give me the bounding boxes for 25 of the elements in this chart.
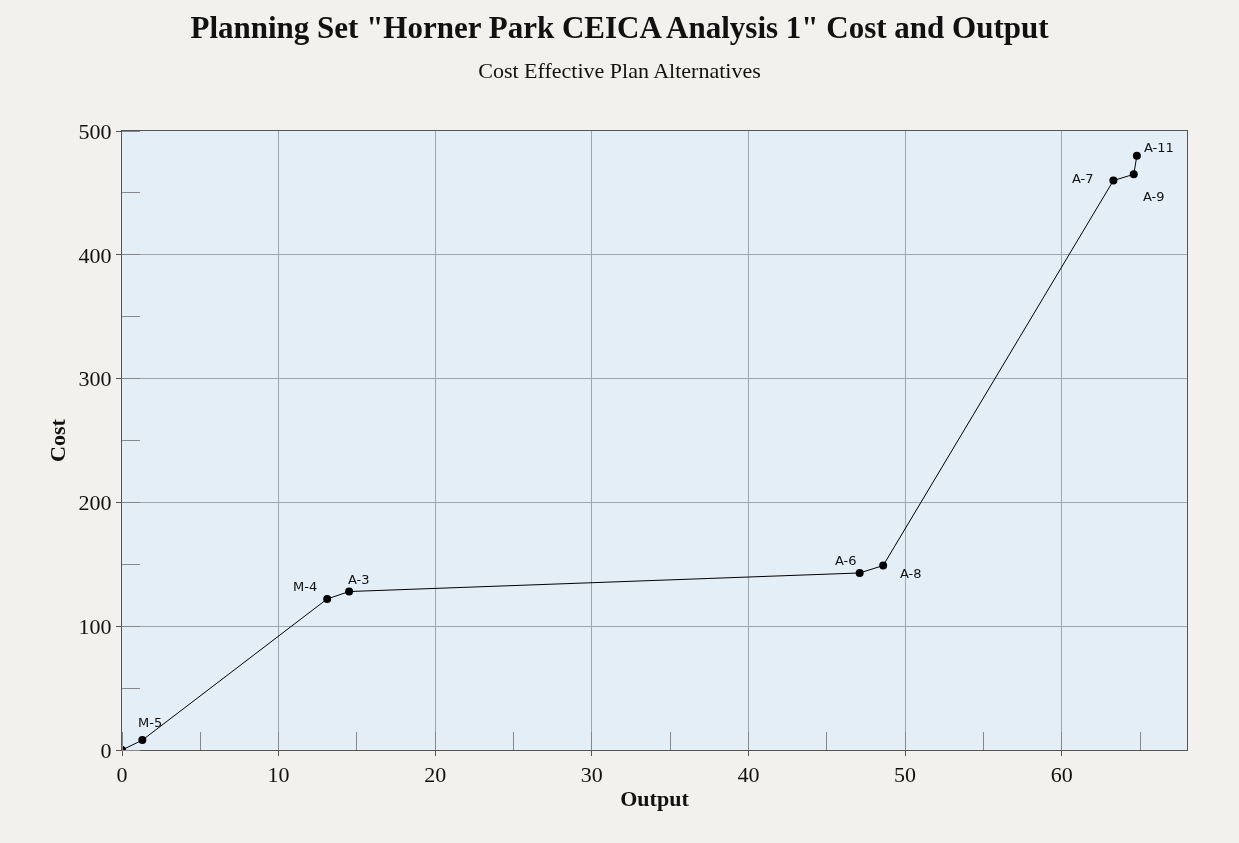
y-tick-label: 0 — [100, 737, 112, 763]
y-tick-label: 500 — [78, 118, 112, 144]
x-tick-label: 40 — [737, 762, 760, 788]
x-tick-label: 50 — [894, 762, 917, 788]
x-tick-label: 10 — [267, 762, 290, 788]
y-tick-label: 100 — [78, 613, 112, 639]
x-tick-label: 30 — [580, 762, 603, 788]
y-axis-title: Cost — [45, 418, 71, 462]
annotation: M-4 — [293, 579, 318, 594]
y-tick-label: 300 — [78, 366, 112, 392]
x-tick-label: 20 — [424, 762, 447, 788]
annotation: A-6 — [835, 553, 857, 568]
y-tick-label: 200 — [78, 490, 112, 516]
chart-title: Planning Set "Horner Park CEICA Analysis 1" Cost and Output — [190, 9, 1050, 45]
chart-subtitle: Cost Effective Plan Alternatives — [478, 58, 761, 84]
annotation: A-7 — [1072, 171, 1094, 186]
x-tick-label: 0 — [116, 762, 128, 788]
x-axis-title: Output — [620, 786, 690, 812]
annotation: A-9 — [1143, 189, 1165, 204]
annotation: A-8 — [900, 566, 922, 581]
y-tick-label: 400 — [78, 242, 112, 268]
annotation: A-11 — [1144, 140, 1174, 155]
annotation: M-5 — [138, 715, 163, 730]
x-tick-label: 60 — [1050, 762, 1073, 788]
annotation: A-3 — [348, 572, 370, 587]
